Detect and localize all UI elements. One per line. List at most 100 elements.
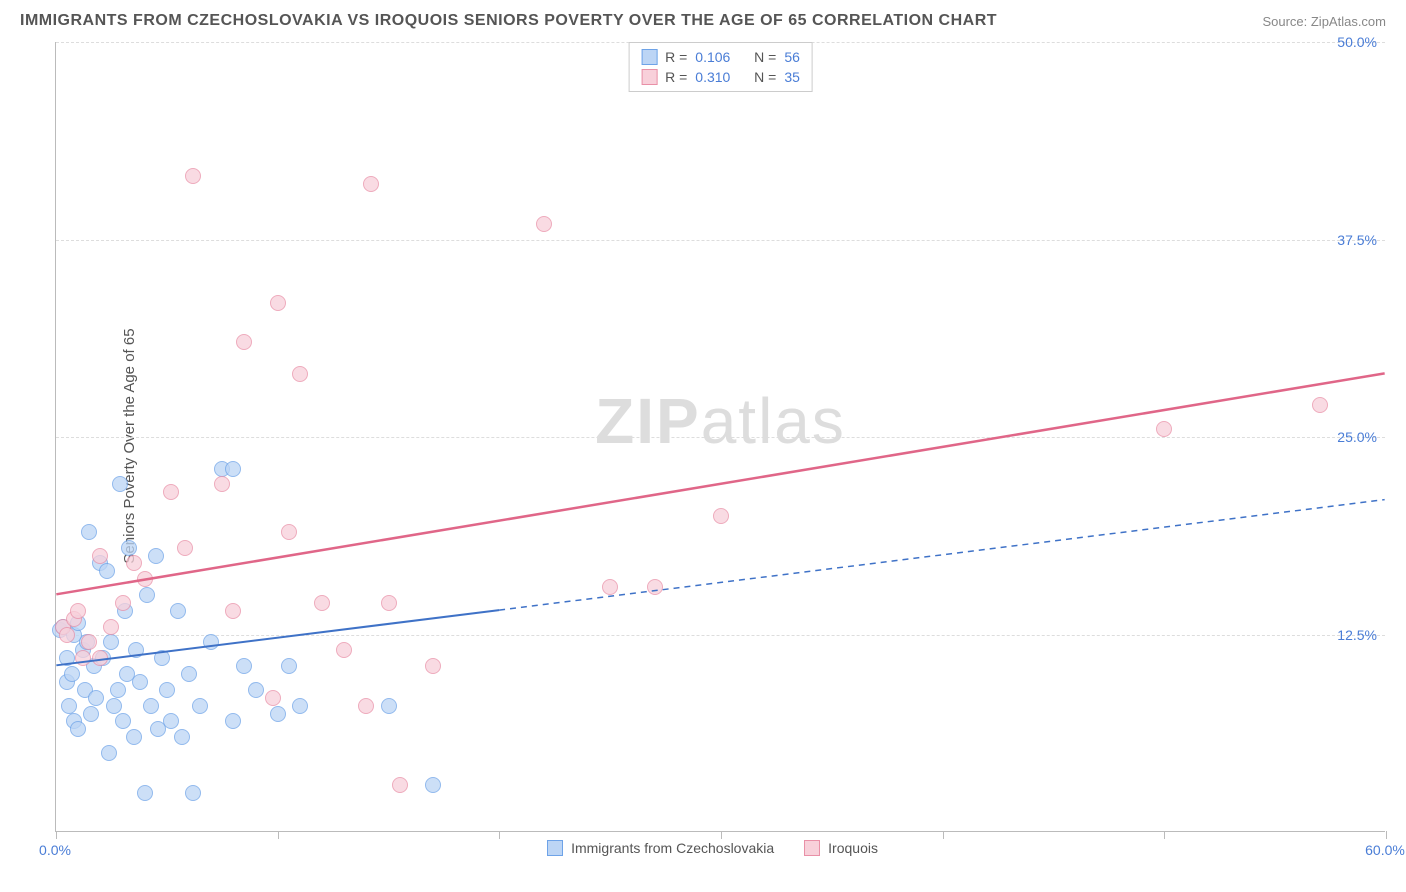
- watermark-zip: ZIP: [595, 385, 701, 457]
- scatter-point-czech: [381, 698, 397, 714]
- scatter-point-czech: [70, 721, 86, 737]
- gridline-h: [56, 437, 1385, 438]
- scatter-point-czech: [81, 524, 97, 540]
- scatter-point-czech: [137, 785, 153, 801]
- scatter-point-czech: [103, 634, 119, 650]
- legend-row-iroquois: R = 0.310 N = 35: [641, 67, 800, 87]
- scatter-point-iroquois: [115, 595, 131, 611]
- r-value-iroquois: 0.310: [695, 69, 730, 85]
- scatter-point-czech: [99, 563, 115, 579]
- scatter-point-iroquois: [137, 571, 153, 587]
- plot-area: ZIPatlas R = 0.106 N = 56 R = 0.310 N = …: [55, 42, 1385, 832]
- x-tick: [721, 831, 722, 839]
- swatch-iroquois: [641, 69, 657, 85]
- scatter-point-czech: [128, 642, 144, 658]
- x-tick-label: 0.0%: [39, 842, 71, 858]
- x-tick: [499, 831, 500, 839]
- r-value-czech: 0.106: [695, 49, 730, 65]
- scatter-point-czech: [192, 698, 208, 714]
- x-tick: [943, 831, 944, 839]
- scatter-point-iroquois: [647, 579, 663, 595]
- scatter-point-czech: [101, 745, 117, 761]
- scatter-point-iroquois: [270, 295, 286, 311]
- scatter-point-czech: [59, 650, 75, 666]
- scatter-point-czech: [203, 634, 219, 650]
- scatter-point-czech: [163, 713, 179, 729]
- scatter-point-iroquois: [281, 524, 297, 540]
- y-tick-label: 25.0%: [1337, 429, 1377, 445]
- scatter-point-iroquois: [392, 777, 408, 793]
- scatter-point-iroquois: [265, 690, 281, 706]
- scatter-point-iroquois: [713, 508, 729, 524]
- watermark: ZIPatlas: [595, 384, 846, 458]
- scatter-point-czech: [126, 729, 142, 745]
- scatter-point-iroquois: [381, 595, 397, 611]
- legend-item-iroquois: Iroquois: [804, 840, 878, 856]
- correlation-legend: R = 0.106 N = 56 R = 0.310 N = 35: [628, 42, 813, 92]
- scatter-point-czech: [112, 476, 128, 492]
- scatter-point-iroquois: [336, 642, 352, 658]
- scatter-point-iroquois: [292, 366, 308, 382]
- scatter-point-czech: [64, 666, 80, 682]
- watermark-atlas: atlas: [701, 385, 846, 457]
- scatter-point-czech: [121, 540, 137, 556]
- scatter-point-iroquois: [358, 698, 374, 714]
- scatter-point-iroquois: [177, 540, 193, 556]
- y-tick-label: 50.0%: [1337, 34, 1377, 50]
- legend-item-czech: Immigrants from Czechoslovakia: [547, 840, 774, 856]
- scatter-point-czech: [139, 587, 155, 603]
- scatter-point-iroquois: [425, 658, 441, 674]
- x-tick-label: 60.0%: [1365, 842, 1405, 858]
- scatter-point-iroquois: [75, 650, 91, 666]
- scatter-point-iroquois: [225, 603, 241, 619]
- x-tick: [278, 831, 279, 839]
- scatter-point-czech: [270, 706, 286, 722]
- source-prefix: Source:: [1262, 14, 1310, 29]
- x-tick: [1386, 831, 1387, 839]
- scatter-point-czech: [83, 706, 99, 722]
- legend-label-iroquois: Iroquois: [828, 840, 878, 856]
- scatter-point-iroquois: [163, 484, 179, 500]
- n-label: N =: [754, 69, 776, 85]
- scatter-point-iroquois: [92, 548, 108, 564]
- gridline-h: [56, 635, 1385, 636]
- scatter-point-czech: [185, 785, 201, 801]
- scatter-point-iroquois: [103, 619, 119, 635]
- scatter-point-iroquois: [236, 334, 252, 350]
- trend-line-dashed-czech: [499, 500, 1385, 610]
- r-label: R =: [665, 49, 687, 65]
- scatter-point-iroquois: [126, 555, 142, 571]
- n-value-czech: 56: [784, 49, 800, 65]
- y-tick-label: 37.5%: [1337, 232, 1377, 248]
- scatter-point-czech: [225, 461, 241, 477]
- scatter-point-czech: [292, 698, 308, 714]
- scatter-point-iroquois: [185, 168, 201, 184]
- scatter-point-iroquois: [1156, 421, 1172, 437]
- scatter-point-czech: [181, 666, 197, 682]
- legend-row-czech: R = 0.106 N = 56: [641, 47, 800, 67]
- scatter-point-czech: [106, 698, 122, 714]
- scatter-point-czech: [132, 674, 148, 690]
- scatter-point-czech: [61, 698, 77, 714]
- scatter-point-iroquois: [363, 176, 379, 192]
- gridline-h: [56, 240, 1385, 241]
- swatch-iroquois: [804, 840, 820, 856]
- scatter-point-czech: [143, 698, 159, 714]
- x-tick: [56, 831, 57, 839]
- series-legend: Immigrants from Czechoslovakia Iroquois: [547, 840, 878, 856]
- scatter-point-czech: [159, 682, 175, 698]
- scatter-point-czech: [225, 713, 241, 729]
- trend-line-iroquois: [56, 373, 1384, 594]
- chart-title: IMMIGRANTS FROM CZECHOSLOVAKIA VS IROQUO…: [20, 12, 997, 30]
- scatter-point-iroquois: [92, 650, 108, 666]
- scatter-point-czech: [170, 603, 186, 619]
- n-value-iroquois: 35: [784, 69, 800, 85]
- scatter-point-czech: [174, 729, 190, 745]
- scatter-point-czech: [425, 777, 441, 793]
- scatter-point-iroquois: [70, 603, 86, 619]
- swatch-czech: [641, 49, 657, 65]
- scatter-point-iroquois: [536, 216, 552, 232]
- scatter-point-iroquois: [1312, 397, 1328, 413]
- scatter-point-czech: [115, 713, 131, 729]
- r-label: R =: [665, 69, 687, 85]
